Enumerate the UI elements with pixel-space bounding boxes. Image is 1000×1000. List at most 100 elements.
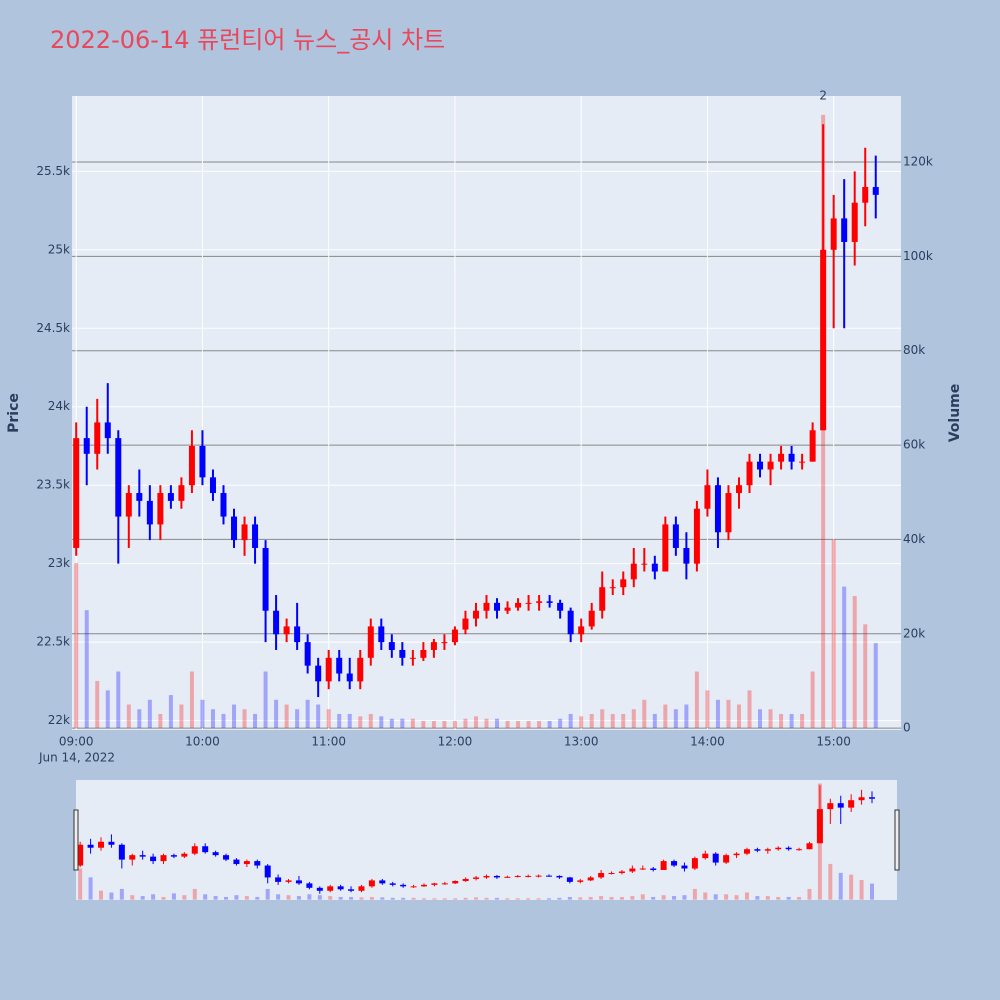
volume-bar bbox=[410, 718, 415, 729]
volume-bar bbox=[389, 718, 394, 729]
candle-body bbox=[872, 187, 879, 195]
candle-body bbox=[472, 610, 479, 619]
candle-body bbox=[294, 626, 301, 643]
candle-body bbox=[231, 516, 238, 541]
minimap-volume-bar bbox=[307, 894, 312, 900]
volume-bar bbox=[232, 704, 237, 729]
y-tick-label: 22k bbox=[48, 713, 70, 727]
volume-bar bbox=[452, 721, 457, 729]
candle-body bbox=[83, 438, 90, 454]
y-tick-label: 22.5k bbox=[36, 635, 70, 649]
minimap-volume-bar bbox=[453, 898, 458, 900]
volume-bar bbox=[526, 721, 531, 729]
minimap-volume-bar bbox=[432, 898, 437, 900]
volume-bar bbox=[253, 713, 258, 729]
volume-bar bbox=[779, 713, 784, 729]
minimap-volume-bar bbox=[328, 896, 333, 900]
candle-body bbox=[609, 587, 616, 589]
y2-tick-label: 0 bbox=[903, 721, 911, 735]
minimap-volume-bar bbox=[609, 896, 614, 900]
minimap-volume-bar bbox=[213, 896, 218, 900]
candle-body bbox=[167, 493, 174, 501]
minimap-body bbox=[98, 841, 105, 848]
volume-bar bbox=[263, 671, 268, 729]
candle-body bbox=[273, 610, 280, 635]
minimap-volume-bar bbox=[755, 896, 760, 900]
volume-bar bbox=[137, 709, 142, 729]
annotation: 2 bbox=[819, 89, 827, 103]
volume-bar bbox=[473, 716, 478, 729]
y2-tick-label: 20k bbox=[903, 626, 925, 640]
minimap-body bbox=[306, 883, 313, 888]
minimap-volume-bar bbox=[797, 896, 802, 900]
minimap-volume-bar bbox=[630, 896, 635, 900]
minimap-volume-bar bbox=[296, 896, 301, 900]
minimap-volume-bar bbox=[713, 894, 718, 900]
minimap-volume-bar bbox=[776, 896, 781, 900]
slider-handle[interactable] bbox=[73, 809, 79, 871]
minimap-volume-bar bbox=[182, 895, 187, 900]
minimap-body bbox=[400, 884, 407, 887]
candle-body bbox=[704, 485, 711, 509]
candle-body bbox=[578, 626, 585, 635]
range-slider[interactable] bbox=[76, 780, 897, 900]
candle-body bbox=[557, 602, 564, 611]
volume-bar bbox=[147, 699, 152, 729]
minimap-body bbox=[212, 852, 219, 856]
minimap-volume-bar bbox=[119, 888, 124, 900]
volume-bar bbox=[484, 718, 489, 729]
candle-body bbox=[73, 438, 80, 548]
chart-title: 2022-06-14 퓨런티어 뉴스_공시 차트 bbox=[50, 26, 445, 54]
candle-body bbox=[430, 642, 437, 650]
volume-bar bbox=[610, 713, 615, 729]
volume-bar bbox=[210, 709, 215, 729]
y-tick-label: 25k bbox=[48, 242, 70, 256]
minimap-volume-bar bbox=[578, 897, 583, 900]
candle-body bbox=[567, 610, 574, 635]
volume-bar bbox=[495, 718, 500, 729]
minimap-volume-bar bbox=[265, 888, 270, 900]
minimap-body bbox=[358, 886, 365, 891]
minimap-volume-bar bbox=[869, 883, 874, 900]
volume-bar bbox=[558, 718, 563, 729]
volume-bar bbox=[736, 704, 741, 729]
volume-bar bbox=[505, 721, 510, 729]
slider-handle[interactable] bbox=[894, 809, 900, 871]
minimap-body bbox=[410, 886, 417, 888]
minimap-volume-bar bbox=[286, 895, 291, 900]
candle-body bbox=[651, 563, 658, 572]
minimap-body bbox=[170, 855, 177, 857]
minimap-body bbox=[546, 875, 553, 877]
candle-body bbox=[630, 563, 637, 580]
minimap-body bbox=[723, 855, 730, 863]
minimap-volume-bar bbox=[786, 896, 791, 900]
plot-area bbox=[72, 96, 901, 730]
minimap-body bbox=[233, 859, 240, 865]
volume-bar bbox=[621, 713, 626, 729]
candle-body bbox=[735, 485, 742, 494]
volume-bar bbox=[168, 695, 173, 729]
minimap-body bbox=[858, 797, 865, 801]
volume-bar bbox=[715, 699, 720, 729]
minimap-body bbox=[202, 846, 209, 853]
candle-body bbox=[672, 524, 679, 548]
y-tick-label: 23k bbox=[48, 556, 70, 570]
volume-bar bbox=[74, 563, 79, 729]
volume-bar bbox=[663, 704, 668, 729]
volume-bar bbox=[274, 699, 279, 729]
candle-body bbox=[820, 249, 827, 431]
minimap-body bbox=[118, 844, 125, 860]
candle-body bbox=[104, 422, 111, 439]
volume-bar bbox=[326, 709, 331, 729]
volume-bar bbox=[673, 709, 678, 729]
volume-bar bbox=[579, 716, 584, 729]
candle-body bbox=[315, 665, 322, 682]
volume-bar bbox=[789, 713, 794, 729]
minimap-body bbox=[639, 868, 646, 870]
minimap-volume-bar bbox=[536, 898, 541, 900]
minimap-volume-bar bbox=[505, 898, 510, 900]
volume-bar bbox=[189, 671, 194, 729]
volume-bar bbox=[800, 713, 805, 729]
minimap-body bbox=[316, 887, 323, 891]
